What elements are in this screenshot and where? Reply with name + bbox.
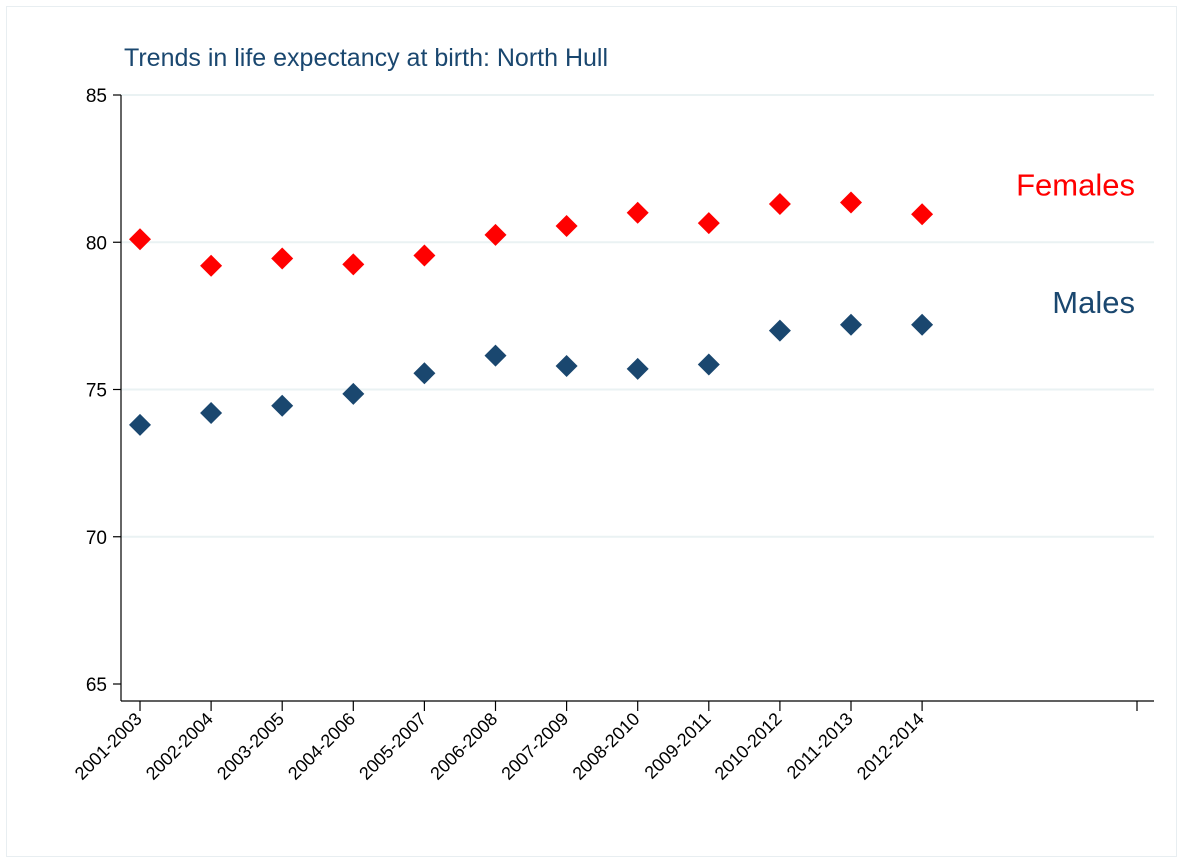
data-point-females: [626, 201, 649, 224]
chart-title: Trends in life expectancy at birth: Nort…: [124, 44, 608, 72]
data-point-males: [342, 382, 365, 405]
data-point-females: [200, 254, 223, 277]
series-label-females: Females: [1016, 167, 1135, 202]
x-tick-label: 2004-2006: [284, 709, 359, 784]
data-point-females: [342, 253, 365, 276]
data-point-males: [555, 354, 578, 377]
gridlines: [121, 94, 1154, 538]
x-tick-label: 2011-2013: [783, 709, 857, 783]
x-tick-label: 2010-2012: [711, 709, 786, 784]
data-point-females: [129, 228, 151, 251]
series-label-males: Males: [1052, 285, 1135, 320]
data-point-males: [129, 413, 151, 436]
data-point-females: [555, 215, 578, 238]
x-axis-ticks: 2001-20032002-20042003-20052004-20062005…: [71, 701, 928, 784]
data-point-males: [271, 394, 294, 417]
y-tick-label: 65: [86, 675, 107, 696]
x-tick-label: 2008-2010: [569, 709, 644, 784]
data-point-males: [200, 402, 223, 425]
data-point-males: [697, 353, 720, 376]
x-tick-label: 2006-2008: [426, 709, 501, 784]
x-tick-label: 2005-2007: [355, 709, 430, 784]
data-point-females: [484, 223, 507, 246]
data-point-females: [911, 203, 934, 226]
data-point-females: [840, 191, 862, 214]
y-axis-ticks: 65 70 75 80 85: [86, 86, 121, 696]
y-tick-label: 75: [86, 381, 107, 402]
data-point-males: [911, 313, 934, 336]
x-tick-label: 2001-2003: [71, 709, 146, 784]
x-tick-label: 2012-2014: [853, 709, 928, 784]
x-tick-label: 2009-2011: [641, 709, 715, 783]
series-labels: Females Males: [1016, 167, 1135, 320]
data-point-males: [768, 319, 791, 342]
data-point-males: [413, 362, 436, 385]
x-tick-label: 2003-2005: [213, 709, 288, 784]
data-point-females: [697, 212, 720, 235]
y-tick-label: 70: [86, 528, 107, 549]
data-point-females: [413, 244, 436, 267]
x-tick-label: 2002-2004: [142, 709, 217, 784]
outer-border: [6, 6, 1177, 857]
data-point-males: [626, 357, 649, 380]
data-points: [129, 191, 934, 436]
y-tick-label: 85: [86, 86, 107, 107]
data-point-males: [484, 344, 507, 367]
data-point-males: [840, 313, 862, 336]
x-tick-label: 2007-2009: [497, 709, 572, 784]
data-point-females: [271, 247, 294, 270]
data-point-females: [768, 192, 791, 215]
y-tick-label: 80: [86, 233, 107, 254]
